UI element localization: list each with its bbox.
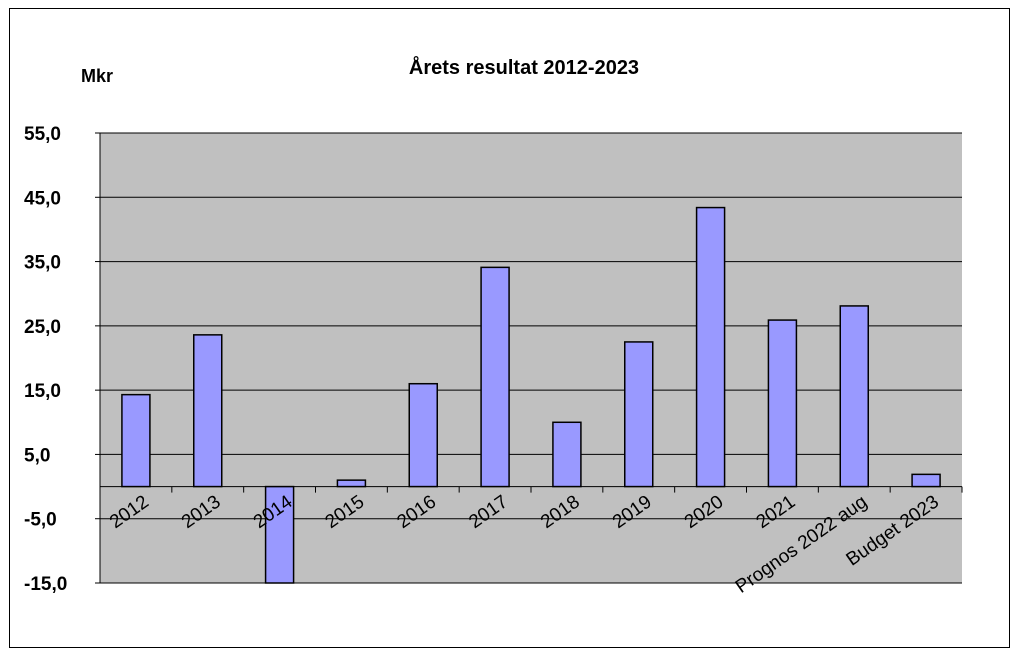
y-tick-label: 25,0: [24, 317, 61, 338]
y-tick-labels: 55,0 45,0 35,0 25,0 15,0 5,0 -5,0 -15,0: [24, 124, 67, 595]
plot-area: [100, 133, 962, 583]
y-tick-label: 5,0: [24, 445, 50, 466]
axes: [99, 133, 963, 583]
y-tick-label: 15,0: [24, 381, 61, 402]
bar-2020: [695, 206, 726, 488]
y-tick-label: 55,0: [24, 124, 61, 145]
gridlines: [95, 132, 962, 584]
bar-2013: [193, 334, 223, 488]
y-tick-label: -5,0: [24, 510, 57, 531]
y-tick-label: 35,0: [24, 253, 61, 274]
y-tick-label: 45,0: [24, 188, 61, 209]
bar-budget-2023: [911, 473, 941, 488]
bar-prognos-2022-aug: [839, 305, 869, 488]
y-axis-unit: Mkr: [81, 66, 113, 86]
bar-2015: [336, 479, 367, 488]
bar-2019: [624, 341, 654, 488]
bar-2016: [408, 382, 438, 488]
bar-2018: [552, 421, 582, 488]
y-tick-label: -15,0: [24, 574, 67, 595]
bar-2012: [121, 393, 151, 488]
bar-2017: [480, 266, 510, 488]
bar-2014: [264, 485, 295, 584]
chart-title: Årets resultat 2012-2023: [409, 55, 639, 79]
bar-2021: [767, 319, 798, 488]
bars: [121, 206, 941, 584]
